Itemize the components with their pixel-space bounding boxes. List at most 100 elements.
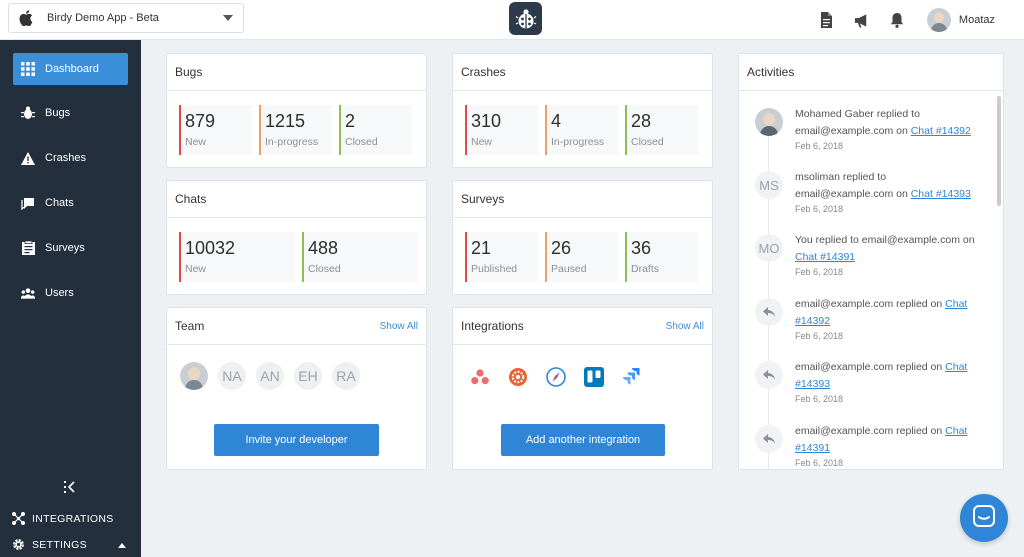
team-member-avatar[interactable]: AN [256,362,284,390]
megaphone-icon[interactable] [854,12,870,28]
card-title[interactable]: Bugs [175,65,203,79]
add-integration-button[interactable]: Add another integration [501,424,665,456]
avatar [926,8,951,32]
card-header: Crashes [453,54,712,91]
bug-icon [21,106,35,120]
asana-icon[interactable] [470,367,490,387]
team-card: Team Show All NA AN EH RA Invite your de… [166,307,427,470]
card-title[interactable]: Chats [175,192,207,206]
sidebar: Dashboard Bugs Crashes Chats Surveys Use… [0,40,141,557]
activity-list[interactable]: Mohamed Gaber replied to email@example.c… [739,92,997,469]
stat-value: 26 [551,238,572,258]
chat-link[interactable]: Chat #14393 [795,361,968,390]
chevron-up-icon[interactable] [118,543,126,548]
sidebar-settings[interactable]: SETTINGS [12,538,87,551]
chats-card: Chats 10032 New 488 Closed [166,180,427,295]
app-selector[interactable]: Birdy Demo App - Beta [8,3,244,33]
activity-text: You replied to email@example.com on [795,234,975,246]
stat-crashes-new[interactable]: 310 New [465,105,538,155]
user-menu[interactable]: Moataz [926,8,995,32]
activity-date: Feb 6, 2018 [795,394,844,404]
stat-chats-closed[interactable]: 488 Closed [302,232,418,282]
chat-link[interactable]: Chat #14392 [795,298,968,327]
warning-icon [21,151,35,165]
activity-date: Feb 6, 2018 [795,267,844,277]
stat-label: In-progress [265,136,319,148]
surveys-card: Surveys 21 Published 26 Paused 36 Drafts [452,180,713,295]
stat-value: 4 [551,111,562,131]
team-member-avatar[interactable]: RA [332,362,360,390]
sidebar-item-label: Users [45,287,74,299]
card-header: Integrations Show All [453,308,712,345]
sidebar-item-surveys[interactable]: Surveys [13,232,128,264]
team-member-avatar[interactable]: NA [218,362,246,390]
stat-label: Closed [308,263,341,275]
crashes-card: Crashes 310 New 4 In-progress 28 Closed [452,53,713,168]
grid-icon [21,62,35,76]
document-icon[interactable] [819,12,835,28]
avatar[interactable] [180,362,208,390]
apple-icon [19,10,33,26]
stat-surveys-published[interactable]: 21 Published [465,232,538,282]
card-title[interactable]: Surveys [461,192,505,206]
stat-crashes-in-progress[interactable]: 4 In-progress [545,105,618,155]
card-title[interactable]: Crashes [461,65,506,79]
reply-icon [755,298,783,326]
sidebar-item-label: Crashes [45,152,86,164]
compass-integration-icon[interactable] [546,367,566,387]
sidebar-integrations[interactable]: INTEGRATIONS [12,512,114,525]
sidebar-item-label: Bugs [45,107,71,119]
stat-surveys-paused[interactable]: 26 Paused [545,232,618,282]
integrations-show-all-link[interactable]: Show All [665,320,704,332]
stats-row: 10032 New 488 Closed [179,232,425,282]
card-title: Team [175,319,205,333]
jira-icon[interactable] [622,367,642,387]
sidebar-item-crashes[interactable]: Crashes [13,142,128,174]
chat-link[interactable]: Chat #14392 [910,125,971,137]
sidebar-item-dashboard[interactable]: Dashboard [13,53,128,85]
chat-launcher-button[interactable] [960,494,1008,542]
ladybug-logo-icon[interactable] [509,2,542,35]
sidebar-item-chats[interactable]: Chats [13,187,128,219]
chat-link[interactable]: Chat #14393 [910,188,971,200]
stat-value: 488 [308,238,339,258]
sidebar-item-users[interactable]: Users [13,277,128,309]
stat-value: 36 [631,238,652,258]
sidebar-item-label: Chats [45,197,74,209]
scrollbar[interactable] [997,96,1001,206]
reply-icon [755,361,783,389]
stat-crashes-closed[interactable]: 28 Closed [625,105,698,155]
stat-bugs-in-progress[interactable]: 1215 In-progress [259,105,332,155]
trello-icon[interactable] [584,367,604,387]
bell-icon[interactable] [889,12,905,28]
stat-bugs-new[interactable]: 879 New [179,105,252,155]
collapse-sidebar-icon[interactable] [63,480,77,494]
chat-link[interactable]: Chat #14391 [795,251,856,263]
stat-label: In-progress [551,136,605,148]
stats-row: 879 New 1215 In-progress 2 Closed [179,105,419,155]
stat-chats-new[interactable]: 10032 New [179,232,295,282]
activity-text: Mohamed Gaber replied to email@example.c… [795,108,920,137]
stat-label: Paused [551,263,587,275]
chat-link[interactable]: Chat #14391 [795,425,968,454]
team-member-avatar[interactable]: EH [294,362,322,390]
team-show-all-link[interactable]: Show All [379,320,418,332]
chevron-down-icon [223,15,233,21]
card-header: Activities [739,54,1003,91]
sidebar-item-bugs[interactable]: Bugs [13,97,128,129]
gear-icon [12,538,25,551]
stat-label: Closed [345,136,378,148]
chat-bubble-icon [973,504,995,532]
sidebar-item-label: Dashboard [45,63,99,75]
activities-card: Activities Mohamed Gaber replied to emai… [738,53,1004,470]
activity-date: Feb 6, 2018 [795,141,844,151]
stat-surveys-drafts[interactable]: 36 Drafts [625,232,698,282]
user-name: Moataz [958,14,995,26]
card-header: Team Show All [167,308,426,345]
invite-developer-button[interactable]: Invite your developer [214,424,379,456]
reply-icon [755,425,783,453]
activity-text: email@example.com replied on [795,298,943,310]
gear-integration-icon[interactable] [508,367,528,387]
stat-label: Drafts [631,263,660,275]
stat-bugs-closed[interactable]: 2 Closed [339,105,412,155]
